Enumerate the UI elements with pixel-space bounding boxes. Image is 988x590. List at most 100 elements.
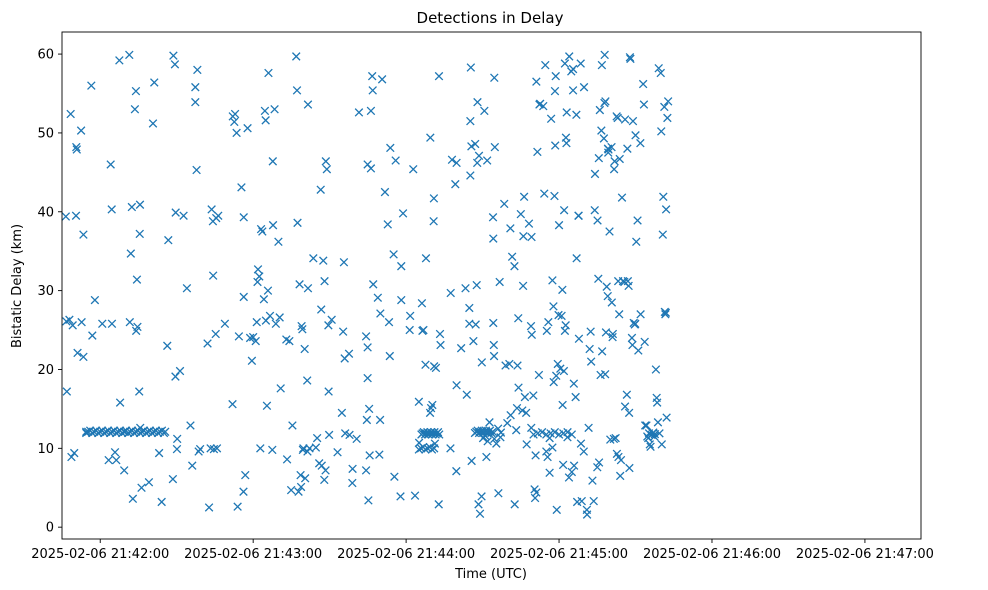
data-point xyxy=(511,425,521,435)
data-point xyxy=(364,404,374,414)
x-tick-label: 2025-02-06 21:45:00 xyxy=(490,547,628,562)
data-point xyxy=(642,421,651,430)
data-point xyxy=(426,133,435,142)
data-point xyxy=(514,383,523,392)
data-point xyxy=(237,183,246,192)
data-point xyxy=(195,444,205,454)
data-point xyxy=(610,157,619,166)
data-point xyxy=(659,192,668,202)
data-point xyxy=(396,492,405,501)
data-point xyxy=(112,455,121,465)
data-point xyxy=(624,281,633,291)
data-point xyxy=(239,487,248,496)
data-point xyxy=(558,400,567,410)
data-point xyxy=(540,189,549,198)
data-point xyxy=(474,500,483,509)
data-point xyxy=(230,117,239,127)
data-point xyxy=(602,282,611,291)
data-point xyxy=(430,427,439,437)
data-point xyxy=(623,144,632,153)
data-point xyxy=(645,440,655,449)
data-point xyxy=(624,408,634,418)
data-point xyxy=(522,440,531,449)
data-point xyxy=(532,488,541,497)
data-point xyxy=(473,426,482,435)
data-point xyxy=(361,466,371,475)
data-point xyxy=(603,291,612,301)
x-axis: 2025-02-06 21:42:00 2025-02-06 21:43:00 20… xyxy=(31,539,934,562)
data-point xyxy=(638,79,648,89)
data-point xyxy=(488,427,498,437)
data-point xyxy=(470,139,480,149)
data-point xyxy=(656,68,666,78)
data-point xyxy=(253,277,262,287)
data-point xyxy=(296,482,306,492)
data-point xyxy=(549,377,558,387)
data-point xyxy=(593,462,602,472)
data-point xyxy=(466,171,475,180)
data-point xyxy=(298,445,308,455)
data-point xyxy=(130,105,140,114)
data-point xyxy=(477,492,486,501)
data-point xyxy=(608,332,617,342)
x-tick-label: 2025-02-06 21:43:00 xyxy=(184,547,322,562)
data-point xyxy=(625,463,634,473)
data-point xyxy=(213,211,223,220)
data-point xyxy=(469,336,478,346)
data-point xyxy=(134,387,144,396)
data-point xyxy=(260,106,270,116)
data-point xyxy=(69,448,79,458)
data-point xyxy=(519,192,529,202)
data-point xyxy=(72,145,82,154)
data-point xyxy=(390,472,399,481)
data-point xyxy=(574,334,584,343)
data-point xyxy=(559,205,569,215)
data-point xyxy=(186,421,195,430)
data-point xyxy=(492,439,501,448)
data-point xyxy=(170,60,180,69)
data-point xyxy=(607,298,617,307)
data-point xyxy=(71,211,81,220)
data-point xyxy=(297,321,306,331)
data-point xyxy=(615,471,625,481)
data-point xyxy=(67,452,76,462)
data-point xyxy=(345,430,354,440)
data-point xyxy=(268,157,278,166)
data-point xyxy=(562,138,571,148)
data-point xyxy=(594,458,604,467)
data-point xyxy=(527,423,536,433)
data-point xyxy=(537,427,547,437)
data-point xyxy=(466,116,475,126)
data-point xyxy=(589,496,598,506)
data-point xyxy=(212,444,222,453)
x-tick-label: 2025-02-06 21:42:00 xyxy=(31,547,169,562)
data-point xyxy=(264,68,273,78)
data-point xyxy=(320,276,329,286)
data-point xyxy=(475,509,485,519)
data-point xyxy=(514,313,523,323)
data-point xyxy=(513,361,522,370)
data-point xyxy=(657,127,666,136)
data-point xyxy=(658,230,668,239)
data-point xyxy=(127,202,137,212)
data-point xyxy=(585,344,594,354)
data-point xyxy=(203,339,212,348)
data-point xyxy=(462,390,472,399)
data-point xyxy=(79,352,88,362)
data-point xyxy=(367,71,377,81)
data-point xyxy=(414,397,424,407)
data-point xyxy=(543,452,552,462)
data-point xyxy=(465,303,474,313)
data-point xyxy=(148,119,158,128)
data-point xyxy=(286,485,296,495)
data-point xyxy=(651,365,661,374)
data-point xyxy=(135,229,145,239)
y-tick-label: 10 xyxy=(37,442,54,457)
data-point xyxy=(291,52,301,61)
y-tick-label: 0 xyxy=(46,521,54,536)
data-point xyxy=(615,154,624,164)
data-point xyxy=(383,220,393,229)
data-point xyxy=(506,410,515,420)
data-points xyxy=(61,50,673,519)
data-point xyxy=(119,466,129,475)
